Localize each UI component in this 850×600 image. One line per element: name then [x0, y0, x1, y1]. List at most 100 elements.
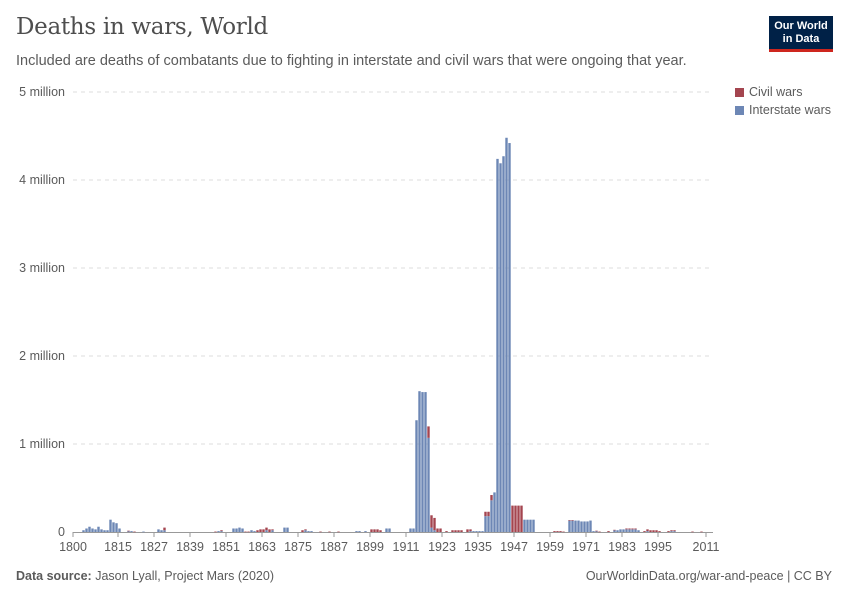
interstate-bar-1934 — [475, 531, 478, 532]
civil-bar-1962 — [559, 531, 562, 532]
interstate-bar-1809 — [100, 529, 103, 532]
y-tick-label: 5 million — [19, 85, 65, 99]
interstate-bar-1938 — [487, 516, 490, 532]
x-tick-label: 1800 — [59, 540, 87, 554]
civil-bar-1830 — [163, 527, 166, 531]
civil-bar-1985 — [628, 528, 631, 530]
civil-bar-1965 — [568, 520, 571, 521]
civil-bar-1948 — [517, 505, 520, 532]
interstate-bar-1915 — [418, 391, 421, 532]
x-tick-label: 1899 — [356, 540, 384, 554]
legend-civil[interactable]: Civil wars — [735, 85, 802, 99]
civil-bar-1993 — [652, 530, 655, 532]
interstate-bar-1950 — [523, 519, 526, 532]
y-tick-label: 1 million — [19, 437, 65, 451]
interstate-bar-1812 — [109, 519, 112, 532]
interstate-bar-1932 — [469, 531, 472, 532]
interstate-bar-1914 — [415, 420, 418, 532]
civil-bar-1924 — [445, 531, 448, 532]
civil-bar-1974 — [595, 530, 598, 532]
interstate-bar-1933 — [472, 531, 475, 532]
interstate-bar-1828 — [157, 529, 160, 532]
logo-line1: Our World — [774, 20, 828, 32]
x-tick-label: 1839 — [176, 540, 204, 554]
y-tick-label: 2 million — [19, 349, 65, 363]
x-tick-label: 1827 — [140, 540, 168, 554]
civil-bar-1900 — [373, 529, 376, 532]
interstate-bar-1807 — [94, 529, 97, 532]
civil-bar-1986 — [631, 528, 634, 530]
civil-bar-1960 — [553, 531, 556, 532]
interstate-bar-1823 — [142, 531, 145, 533]
interstate-bar-1984 — [625, 529, 628, 532]
interstate-bar-1920 — [433, 530, 436, 532]
civil-bar-1863 — [262, 529, 265, 532]
interstate-bar-1870 — [283, 527, 286, 532]
civil-bar-1947 — [514, 505, 517, 532]
interstate-bar-1968 — [577, 520, 580, 532]
interstate-bar-1970 — [583, 521, 586, 532]
interstate-bar-1806 — [91, 528, 94, 532]
civil-bar-1975 — [598, 531, 601, 533]
civil-bar-1980 — [613, 529, 616, 531]
interstate-bar-1969 — [580, 521, 583, 532]
x-tick-label: 1863 — [248, 540, 276, 554]
civil-bar-1937 — [484, 511, 487, 517]
civil-bar-1885 — [328, 531, 331, 533]
logo-line2: in Data — [782, 33, 820, 45]
civil-bar-1818 — [127, 530, 130, 532]
interstate-bar-2000 — [673, 531, 676, 532]
interstate-bar-1986 — [631, 529, 634, 532]
owid-logo[interactable]: Our World in Data — [769, 16, 833, 52]
civil-bar-1877 — [304, 529, 307, 531]
civil-bar-1847 — [214, 531, 217, 533]
interstate-bar-1810 — [103, 530, 106, 532]
civil-bar-1858 — [247, 531, 250, 533]
legend-interstate[interactable]: Interstate wars — [735, 103, 831, 117]
interstate-bar-1983 — [622, 529, 625, 532]
x-tick-label: 1911 — [393, 540, 420, 554]
civil-bar-1918 — [427, 426, 430, 438]
civil-bar-1987 — [634, 528, 637, 530]
interstate-bar-1877 — [304, 530, 307, 532]
interstate-bar-1815 — [118, 528, 121, 532]
civil-bar-1899 — [370, 529, 373, 532]
interstate-bar-1935 — [478, 531, 481, 532]
x-tick-label: 1815 — [104, 540, 132, 554]
interstate-bar-1971 — [586, 521, 589, 532]
interstate-bar-1803 — [82, 530, 85, 532]
x-tick-label: 1875 — [284, 540, 312, 554]
civil-bar-1939 — [490, 495, 493, 501]
interstate-bar-1919 — [430, 527, 433, 532]
civil-bar-1857 — [244, 531, 247, 533]
footer-link[interactable]: OurWorldinData.org/war-and-peace | CC BY — [585, 569, 832, 583]
interstate-bar-1972 — [589, 520, 592, 532]
interstate-bar-1951 — [526, 519, 529, 532]
civil-bar-2009 — [700, 531, 703, 533]
y-tick-label: 4 million — [19, 173, 65, 187]
interstate-bar-1848 — [217, 531, 220, 532]
x-tick-label: 2011 — [693, 540, 720, 554]
interstate-bar-1967 — [574, 520, 577, 532]
x-tick-label: 1947 — [500, 540, 528, 554]
civil-bar-1849 — [220, 530, 223, 532]
interstate-bar-1974 — [595, 531, 598, 532]
civil-bar-1984 — [625, 528, 628, 530]
y-tick-label: 3 million — [19, 261, 65, 275]
interstate-bar-1813 — [112, 522, 115, 532]
interstate-bar-1918 — [427, 437, 430, 532]
interstate-bar-1999 — [670, 531, 673, 532]
interstate-bar-1981 — [616, 530, 619, 532]
interstate-bar-1860 — [253, 531, 256, 532]
interstate-bar-1940 — [493, 492, 496, 532]
data-source: Data source: Jason Lyall, Project Mars (… — [16, 569, 274, 583]
interstate-bar-1941 — [496, 158, 499, 532]
interstate-bar-1871 — [286, 527, 289, 532]
interstate-bar-1944 — [505, 137, 508, 532]
x-tick-label: 1923 — [428, 540, 456, 554]
civil-bar-1926 — [451, 530, 454, 532]
interstate-bar-1804 — [85, 528, 88, 532]
interstate-bar-1937 — [484, 516, 487, 532]
